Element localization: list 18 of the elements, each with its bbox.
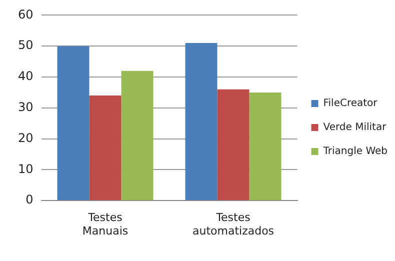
y-tick-label: 50 xyxy=(18,38,34,52)
bar xyxy=(217,89,250,200)
y-tick-label: 10 xyxy=(18,162,34,176)
y-tick-label: 20 xyxy=(18,130,34,145)
y-tick-label: 0 xyxy=(26,192,34,207)
x-tick-label: Testes Manuais xyxy=(82,211,128,238)
bar xyxy=(121,70,154,200)
y-tick-label: 30 xyxy=(18,100,34,114)
legend-label: FileCreator xyxy=(323,98,378,110)
legend-label: Triangle Web xyxy=(322,146,388,158)
y-tick-label: 40 xyxy=(18,69,34,84)
x-tick-label: Testes automatizados xyxy=(192,211,274,238)
bar xyxy=(57,46,90,200)
bar xyxy=(249,92,282,200)
bar xyxy=(89,96,122,200)
bar xyxy=(185,43,218,200)
y-tick-label: 60 xyxy=(18,7,34,22)
legend-label: Verde Militar xyxy=(323,122,388,134)
